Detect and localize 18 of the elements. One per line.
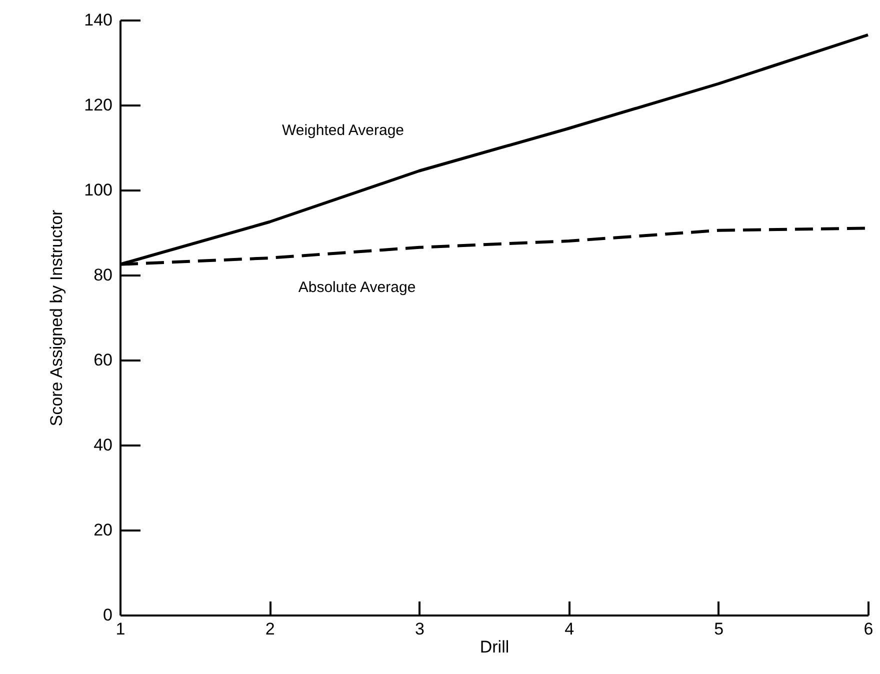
x-tick-label: 4 xyxy=(564,620,574,638)
x-tick-label: 3 xyxy=(414,620,424,638)
y-tick-label: 100 xyxy=(84,180,112,200)
series-label: Absolute Average xyxy=(298,279,416,296)
x-tick-label: 5 xyxy=(714,620,724,638)
x-tick-label: 2 xyxy=(265,620,275,638)
text: Weighted Average xyxy=(282,122,404,139)
x-axis-title: Drill xyxy=(480,638,510,656)
y-tick-label: 140 xyxy=(84,10,112,30)
y-tick-label: 60 xyxy=(94,350,112,370)
y-axis-title: Score Assigned by Instructor xyxy=(47,209,66,426)
x-tick-label: 1 xyxy=(116,620,126,638)
y-tick-label: 40 xyxy=(94,436,112,454)
y-tick-label: 20 xyxy=(94,520,112,540)
x-tick-label: 6 xyxy=(864,620,874,638)
y-tick-label: 80 xyxy=(94,266,112,284)
y-tick-label: 0 xyxy=(103,606,112,624)
y-tick-label: 120 xyxy=(84,96,112,114)
